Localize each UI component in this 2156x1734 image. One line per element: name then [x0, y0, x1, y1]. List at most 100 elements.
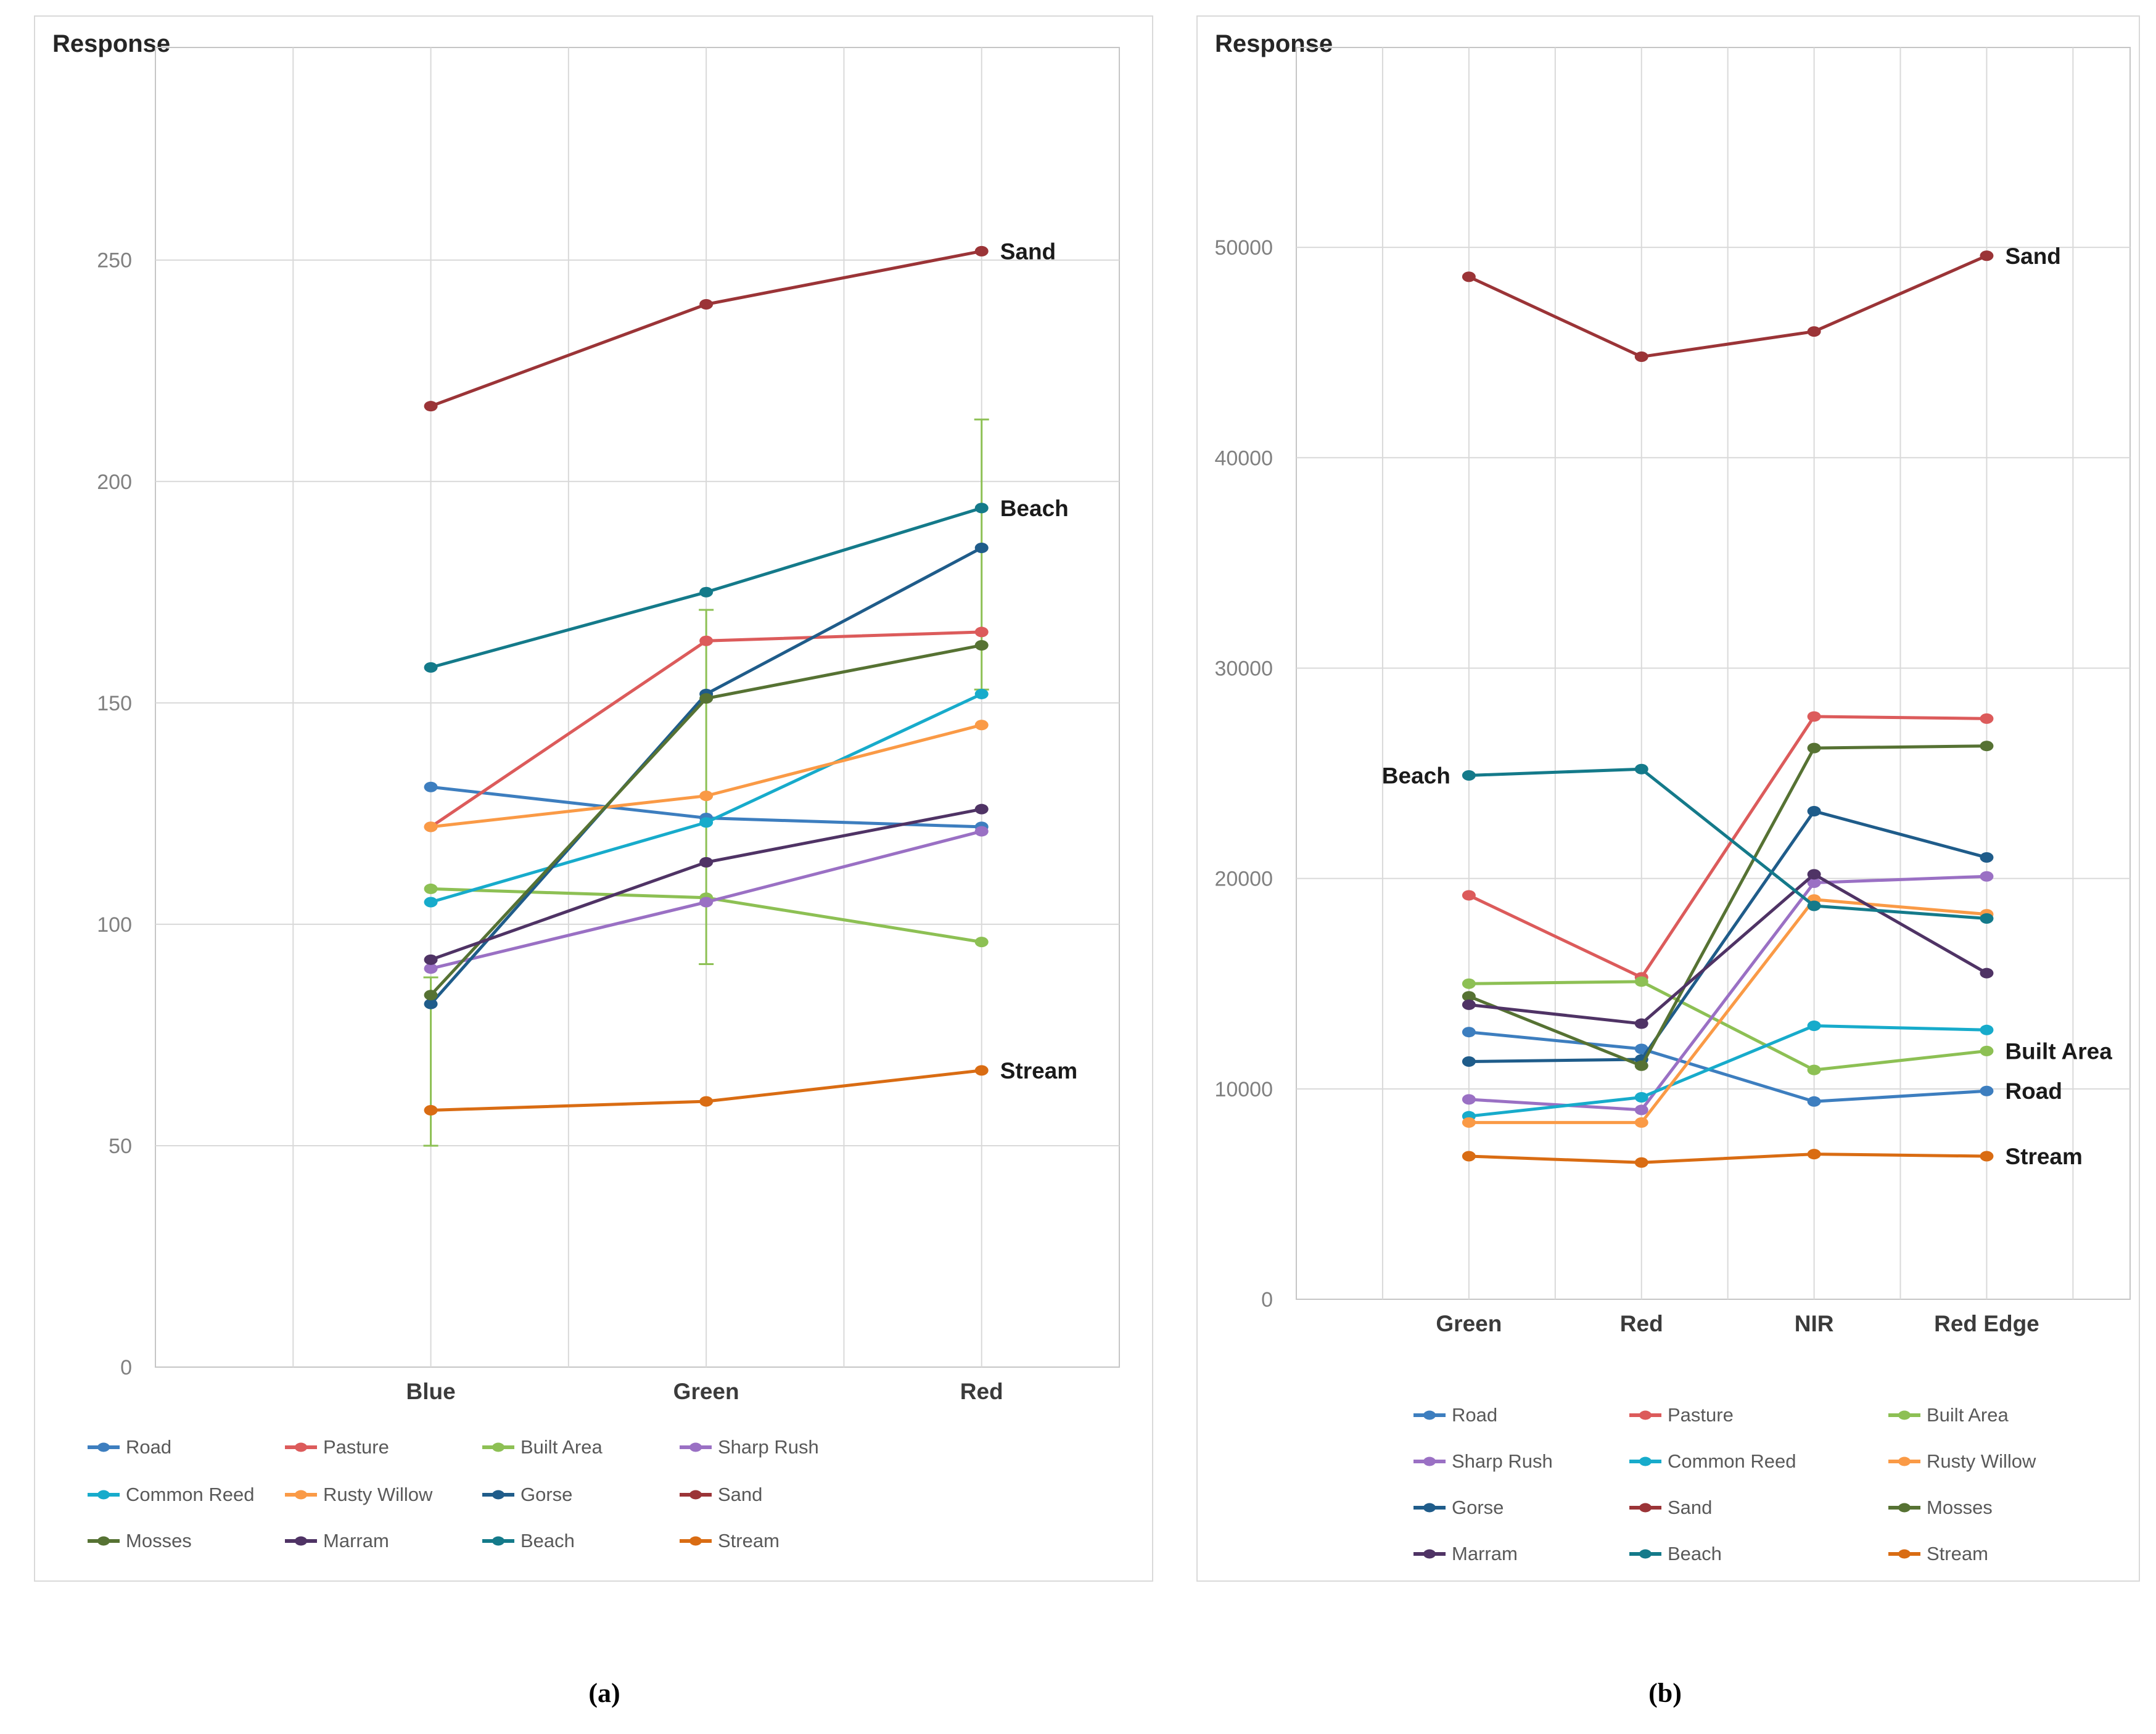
data-point-gorse [424, 998, 438, 1009]
data-point-stream [1462, 1151, 1476, 1162]
data-point-built-area [1980, 1045, 1994, 1056]
data-point-rusty-willow [699, 791, 714, 802]
series-line-built-area [1468, 980, 1987, 1072]
series-label-stream: Stream [1000, 1058, 1077, 1083]
series-label-beach: Beach [1000, 496, 1069, 521]
data-point-stream [974, 1065, 989, 1076]
data-point-marram [1807, 869, 1821, 880]
chart-a-title: Response [52, 30, 171, 57]
data-point-marram [974, 803, 989, 815]
data-point-gorse [1462, 1056, 1476, 1067]
chart-b-title: Response [1215, 30, 1333, 57]
data-point-sharp-rush [974, 826, 989, 837]
x-tick-label: Blue [406, 1379, 455, 1404]
x-tick-label: Green [1436, 1311, 1502, 1336]
y-tick-label: 50000 [1214, 236, 1273, 260]
subfigure-caption-a: (a) [588, 1678, 620, 1708]
data-point-marram [1634, 1018, 1648, 1029]
data-point-sand [1634, 351, 1648, 363]
data-point-road [1462, 1027, 1476, 1038]
data-point-sharp-rush [1980, 871, 1994, 882]
data-point-pasture [1462, 890, 1476, 901]
data-point-beach [1462, 770, 1476, 781]
data-point-mosses [424, 990, 438, 1001]
y-tick-label: 0 [120, 1356, 132, 1379]
data-point-stream [424, 1104, 438, 1116]
data-point-mosses [1462, 991, 1476, 1002]
series-label-road: Road [2005, 1079, 2062, 1104]
y-tick-label: 100 [97, 913, 132, 937]
series-line-pasture [1468, 715, 1987, 979]
chart-b-plot: 0 10000 20000 30000 40000 50000 Green Red NIR Red… [1214, 47, 2131, 1336]
x-tick-label: Red [1620, 1311, 1663, 1336]
data-point-gorse [1807, 805, 1821, 816]
y-tick-label: 10000 [1214, 1078, 1273, 1101]
data-point-mosses [699, 693, 714, 704]
data-point-road [1807, 1096, 1821, 1107]
series-label-built-area: Built Area [2005, 1038, 2112, 1064]
data-point-marram [1462, 999, 1476, 1010]
data-point-sand [1462, 271, 1476, 282]
series-line-common-reed [1468, 1024, 1987, 1118]
data-point-sharp-rush [424, 963, 438, 974]
series-line-rusty-willow [1468, 898, 1987, 1124]
data-point-stream [1980, 1151, 1994, 1162]
plot-border [155, 47, 1120, 1368]
data-point-pasture [1980, 713, 1994, 724]
series-line-mosses [1468, 744, 1987, 1067]
data-point-built-area [424, 883, 438, 894]
data-point-pasture [699, 635, 714, 646]
data-point-gorse [974, 542, 989, 553]
series-line-marram [1468, 873, 1988, 1025]
data-point-beach [974, 503, 989, 514]
data-point-mosses [1634, 1060, 1648, 1071]
series-label-sand: Sand [2005, 244, 2060, 269]
data-point-road [424, 781, 438, 792]
data-point-marram [1980, 968, 1994, 979]
series-line-beach [1468, 767, 1987, 920]
chart-panel-b: Response 0 10000 20000 30000 40000 50000 Green… [1196, 15, 2140, 1582]
data-point-road [1980, 1085, 1994, 1096]
data-point-sand [424, 401, 438, 412]
data-point-built-area [1634, 976, 1648, 987]
y-tick-label: 40000 [1214, 446, 1273, 470]
data-point-beach [424, 662, 438, 673]
data-point-built-area [1462, 978, 1476, 989]
x-tick-label: Red Edge [1934, 1311, 2039, 1336]
series-line-stream [1468, 1153, 1987, 1164]
data-point-mosses [974, 639, 989, 651]
data-point-sand [974, 245, 989, 257]
data-point-beach [1634, 763, 1648, 775]
data-point-sand [1980, 250, 1994, 261]
x-tick-label: Red [960, 1379, 1003, 1404]
y-tick-label: 150 [97, 692, 132, 715]
data-point-beach [1980, 913, 1994, 924]
data-point-common-reed [1634, 1091, 1648, 1103]
data-point-marram [699, 857, 714, 868]
x-tick-label: Green [673, 1379, 739, 1404]
data-point-rusty-willow [1462, 1117, 1476, 1128]
series-label-stream: Stream [2005, 1144, 2082, 1169]
data-point-common-reed [1980, 1024, 1994, 1035]
data-point-rusty-willow [1634, 1117, 1648, 1128]
data-point-beach [699, 586, 714, 598]
subfigure-caption-b: (b) [1648, 1678, 1682, 1708]
data-point-sharp-rush [1634, 1104, 1648, 1116]
series-line-gorse [1468, 809, 1988, 1063]
y-tick-label: 30000 [1214, 657, 1273, 680]
data-point-mosses [1980, 741, 1994, 752]
chart-a-plot: 0 50 100 150 200 250 Blue Green Red Sand Beach Stre… [97, 47, 1120, 1404]
data-point-common-reed [424, 897, 438, 908]
series-label-sand: Sand [1000, 239, 1056, 264]
data-point-built-area [1807, 1064, 1821, 1075]
series-label-beach: Beach [1382, 763, 1450, 788]
y-tick-label: 0 [1261, 1288, 1273, 1312]
y-tick-label: 250 [97, 249, 132, 273]
data-point-rusty-willow [974, 720, 989, 731]
data-point-marram [424, 954, 438, 965]
data-point-built-area [974, 937, 989, 948]
data-point-stream [1807, 1149, 1821, 1160]
data-point-sharp-rush [699, 897, 714, 908]
data-point-sand [1807, 326, 1821, 337]
data-point-rusty-willow [424, 821, 438, 832]
